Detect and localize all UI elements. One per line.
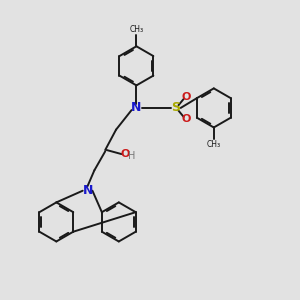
Text: O: O (182, 92, 191, 101)
Text: O: O (182, 114, 191, 124)
Text: S: S (171, 101, 180, 114)
Text: N: N (82, 184, 93, 197)
Text: N: N (131, 101, 142, 114)
Text: CH₃: CH₃ (129, 25, 143, 34)
Text: CH₃: CH₃ (207, 140, 221, 149)
Text: O: O (121, 149, 130, 159)
Text: H: H (128, 151, 136, 161)
